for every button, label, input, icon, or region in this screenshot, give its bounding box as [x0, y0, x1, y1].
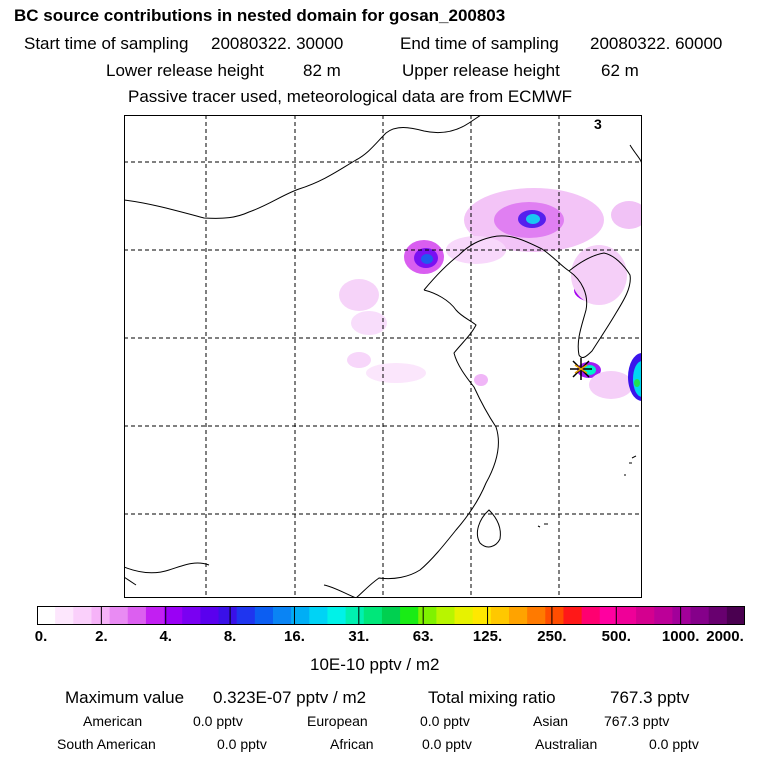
colorbar-cell	[545, 606, 565, 625]
region-name: European	[307, 713, 368, 729]
colorbar-tick-label: 16.	[284, 628, 305, 645]
region-value: 0.0 pptv	[420, 713, 470, 729]
colorbar-tick-label: 31.	[348, 628, 370, 645]
concentration-map: 3	[124, 115, 642, 598]
colorbar-cell	[91, 606, 111, 625]
colorbar-cell	[708, 606, 728, 625]
colorbar-cell	[164, 606, 183, 625]
colorbar-cell	[599, 606, 619, 625]
receptor-star-icon	[570, 358, 592, 380]
start-time-label: Start time of sampling	[24, 34, 189, 53]
colorbar-tick-label: 250.	[537, 628, 567, 645]
colorbar-cell	[145, 606, 165, 625]
colorbar-cell	[690, 606, 710, 625]
colorbar-tick-label: 8.	[223, 628, 237, 645]
colorbar-cell	[345, 606, 365, 625]
lower-height-label: Lower release height	[106, 61, 264, 80]
colorbar-cell	[218, 606, 238, 625]
colorbar-cell	[381, 606, 401, 625]
upper-height-label: Upper release height	[402, 61, 560, 80]
region-name: American	[83, 713, 143, 729]
region-name: South American	[57, 736, 156, 752]
colorbar-cell	[309, 606, 329, 625]
colorbar-cell	[200, 606, 220, 625]
colorbar-cell	[490, 606, 510, 625]
colorbar	[37, 606, 745, 625]
colorbar-cell	[327, 606, 347, 625]
colorbar-cell	[37, 606, 56, 625]
region-value: 0.0 pptv	[193, 713, 243, 729]
colorbar-tick-label: 4.	[159, 628, 172, 645]
region-value: 0.0 pptv	[649, 736, 699, 752]
colorbar-tick-label: 2000.	[706, 628, 744, 645]
total-mixing-value: 767.3 pptv	[610, 688, 690, 707]
colorbar-cell	[617, 606, 637, 625]
colorbar-cell	[273, 606, 292, 625]
colorbar-cell	[654, 606, 673, 625]
lower-height-value: 82 m	[303, 61, 341, 80]
colorbar-cell	[581, 606, 601, 625]
colorbar-cell	[472, 606, 492, 625]
region-value: 0.0 pptv	[217, 736, 267, 752]
colorbar-tick-label: 1000.	[661, 628, 700, 645]
colorbar-unit: 10E-10 pptv / m2	[310, 655, 440, 674]
graticule	[124, 115, 642, 598]
colorbar-tick-label: 63.	[412, 628, 434, 645]
colorbar-cell	[182, 606, 201, 625]
colorbar-cell	[55, 606, 74, 625]
tracer-note: Passive tracer used, meteorological data…	[128, 87, 573, 106]
colorbar-cell	[254, 606, 274, 625]
colorbar-cell	[127, 606, 147, 625]
colorbar-cell	[527, 606, 546, 625]
colorbar-tick-label: 125.	[472, 628, 503, 645]
max-value: 0.323E-07 pptv / m2	[213, 688, 367, 707]
region-name: Asian	[533, 713, 569, 729]
colorbar-cell	[726, 606, 745, 625]
concentration-plumes	[339, 188, 642, 401]
coastlines	[124, 115, 642, 598]
plot-title: BC source contributions in nested domain…	[14, 6, 506, 25]
region-value: 0.0 pptv	[422, 736, 472, 752]
colorbar-cell	[454, 606, 474, 625]
region-name: African	[330, 736, 374, 752]
end-time-value: 20080322. 60000	[590, 34, 723, 53]
colorbar-cell	[109, 606, 129, 625]
colorbar-tick-label: 500.	[601, 628, 631, 645]
colorbar-tick-label: 0.	[34, 628, 48, 645]
colorbar-cell	[563, 606, 583, 625]
colorbar-cell	[636, 606, 655, 625]
total-mixing-label: Total mixing ratio	[428, 688, 556, 707]
end-time-label: End time of sampling	[400, 34, 559, 53]
map-corner-label: 3	[594, 116, 602, 132]
colorbar-cell	[400, 606, 419, 625]
map-frame	[124, 115, 642, 598]
colorbar-cell	[418, 606, 437, 625]
colorbar-cell	[73, 606, 93, 625]
colorbar-cell	[509, 606, 528, 625]
region-name: Australian	[535, 736, 598, 752]
colorbar-cell	[436, 606, 456, 625]
colorbar-tick-label: 2.	[95, 628, 108, 645]
colorbar-cell	[291, 606, 310, 625]
colorbar-cell	[672, 606, 692, 625]
start-time-value: 20080322. 30000	[211, 34, 344, 53]
colorbar-cell	[236, 606, 256, 625]
upper-height-value: 62 m	[601, 61, 639, 80]
max-value-label: Maximum value	[65, 688, 185, 707]
colorbar-cell	[363, 606, 383, 625]
region-value: 767.3 pptv	[604, 713, 670, 729]
